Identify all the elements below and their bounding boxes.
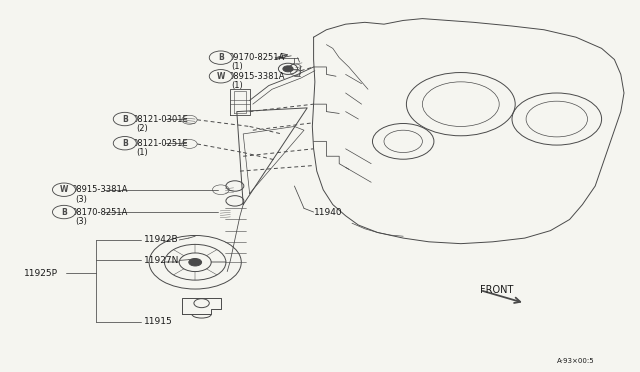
Text: B: B bbox=[122, 115, 127, 124]
Text: A·93×00:5: A·93×00:5 bbox=[557, 358, 595, 364]
Circle shape bbox=[52, 205, 76, 219]
Circle shape bbox=[52, 183, 76, 196]
Text: 11925P: 11925P bbox=[24, 269, 58, 278]
Text: (1): (1) bbox=[136, 148, 148, 157]
Text: 08121-0251E: 08121-0251E bbox=[132, 139, 188, 148]
Circle shape bbox=[189, 259, 202, 266]
Text: (1): (1) bbox=[232, 81, 243, 90]
Text: B: B bbox=[122, 139, 127, 148]
Text: 08915-3381A: 08915-3381A bbox=[228, 72, 285, 81]
Circle shape bbox=[209, 51, 232, 64]
Text: 11940: 11940 bbox=[314, 208, 342, 217]
Text: W: W bbox=[60, 185, 68, 194]
Text: 11942B: 11942B bbox=[144, 235, 179, 244]
Text: 08121-0301E: 08121-0301E bbox=[132, 115, 188, 124]
Text: (3): (3) bbox=[75, 195, 87, 203]
Text: 09170-8251A: 09170-8251A bbox=[228, 53, 285, 62]
Text: (2): (2) bbox=[136, 124, 148, 133]
Text: (3): (3) bbox=[75, 217, 87, 226]
Text: B: B bbox=[61, 208, 67, 217]
Text: 08170-8251A: 08170-8251A bbox=[72, 208, 128, 217]
Text: FRONT: FRONT bbox=[480, 285, 513, 295]
Circle shape bbox=[113, 112, 136, 126]
Circle shape bbox=[113, 137, 136, 150]
Circle shape bbox=[209, 70, 232, 83]
Text: 11915: 11915 bbox=[144, 317, 173, 326]
Text: 11927N: 11927N bbox=[144, 256, 179, 265]
Circle shape bbox=[283, 66, 293, 72]
Text: W: W bbox=[216, 72, 225, 81]
Text: (1): (1) bbox=[232, 62, 243, 71]
Text: 08915-3381A: 08915-3381A bbox=[72, 185, 128, 194]
Text: B: B bbox=[218, 53, 223, 62]
